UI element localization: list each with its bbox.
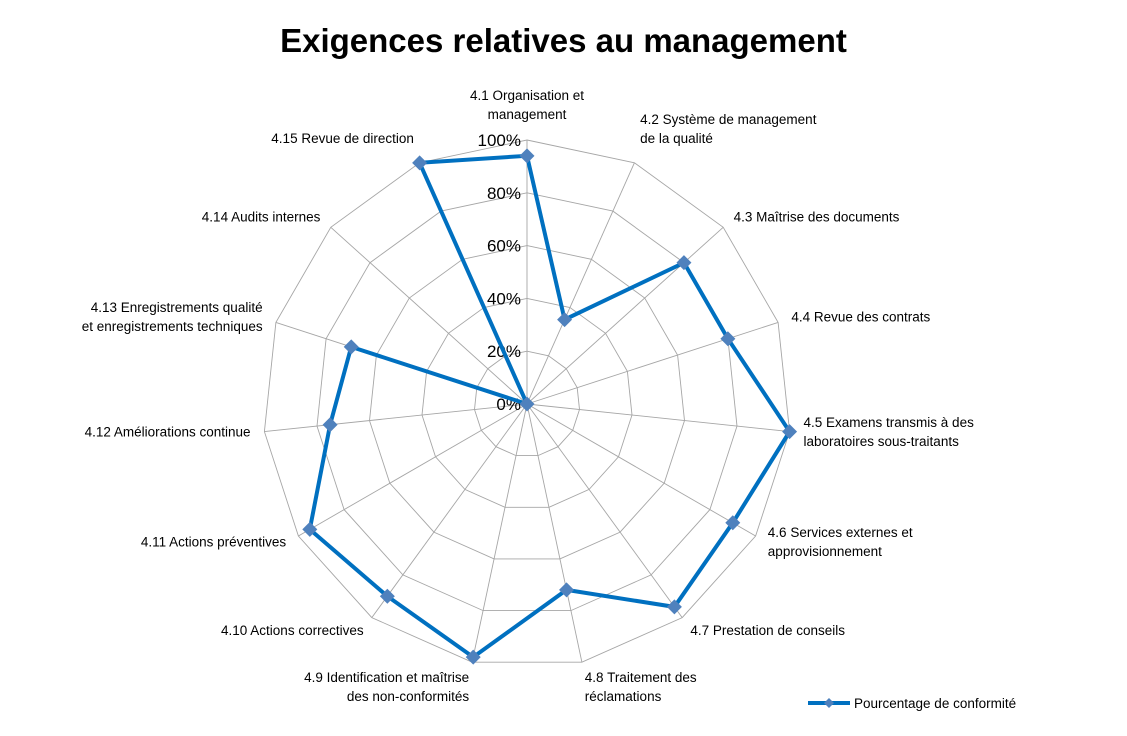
series-layer [302,148,798,665]
tick-label: 100% [478,131,521,150]
axis-spoke [330,226,528,405]
category-labels: 4.1 Organisation et management 4.2 Système… [82,88,974,704]
axis-spoke [526,403,583,663]
category-label: 4.6 Services externes et approvisionnemen… [768,525,913,559]
data-point [557,312,573,328]
chart-title: Exigences relatives au management [280,22,847,59]
category-label: 4.13 Enregistrements qualité et enregistr… [82,300,263,334]
data-point [302,521,318,537]
grid-ring [369,245,685,560]
category-label: 4.2 Système de management de la qualité [640,112,817,146]
data-point [676,255,692,271]
data-point [343,339,359,355]
grid-ring [421,297,633,508]
series-line [307,153,792,660]
category-label: 4.1 Organisation et management [470,88,584,122]
axis-spoke [526,226,724,405]
axis-spoke [526,403,683,618]
data-point [519,396,535,412]
data-point [412,155,428,171]
axis-spoke [471,403,528,663]
data-point [782,424,798,440]
axis-spoke [371,403,528,618]
axis-spoke [526,403,790,433]
grid-ring [263,139,791,663]
axis-spoke [264,403,528,433]
category-label: 4.4 Revue des contrats [791,310,930,325]
data-point [725,515,741,531]
legend: Pourcentage de conformité [808,696,1016,711]
category-label: 4.9 Identification et maîtrise des non-co… [304,670,469,704]
category-label: 4.10 Actions correctives [221,623,364,638]
category-label: 4.12 Améliorations continue [85,425,251,440]
tick-labels: 0%20%40%60%80%100% [478,131,521,414]
category-label: 4.3 Maîtrise des documents [734,210,900,225]
category-label: 4.14 Audits internes [202,210,321,225]
tick-label: 60% [487,237,521,256]
grid-ring [474,350,580,457]
category-label: 4.5 Examens transmis à des laboratoires s… [804,415,975,449]
axis-spoke [298,403,528,537]
tick-label: 40% [487,289,521,308]
axis-spoke [526,403,756,537]
data-point [559,582,575,598]
category-label: 4.7 Prestation de conseils [690,623,845,638]
category-label: 4.11 Actions préventives [141,535,287,550]
data-point [519,148,535,164]
data-point [666,599,682,615]
legend-marker [824,698,834,708]
data-point [322,417,338,433]
legend-label: Pourcentage de conformité [854,696,1016,711]
data-point [720,331,736,347]
axis-spoke [526,321,779,405]
axis-spoke [526,162,635,405]
data-point [379,588,395,604]
data-point [465,649,481,665]
tick-label: 80% [487,184,521,203]
category-label: 4.15 Revue de direction [271,131,414,146]
category-label: 4.8 Traitement des réclamations [585,670,697,704]
